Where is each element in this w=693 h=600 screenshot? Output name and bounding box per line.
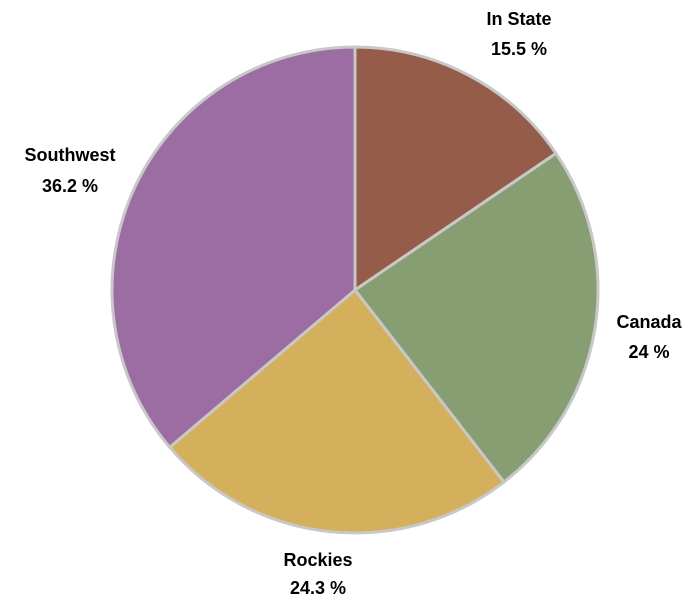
slice-label-southwest-value: 36.2 % <box>42 176 98 196</box>
slice-label-in-state-name: In State <box>486 9 551 29</box>
slice-label-rockies-name: Rockies <box>283 550 352 570</box>
slice-label-canada-value: 24 % <box>628 342 669 362</box>
slice-label-in-state-value: 15.5 % <box>491 39 547 59</box>
slice-label-canada-name: Canada <box>616 312 682 332</box>
pie-slice-in-state <box>353 45 559 293</box>
pie-slice-southwest <box>110 45 357 450</box>
pie-slice-rockies <box>167 287 507 535</box>
slice-label-southwest-name: Southwest <box>24 145 115 165</box>
slice-label-rockies-value: 24.3 % <box>290 578 346 598</box>
pie-slice-canada <box>352 151 600 485</box>
pie-slices <box>110 45 600 535</box>
